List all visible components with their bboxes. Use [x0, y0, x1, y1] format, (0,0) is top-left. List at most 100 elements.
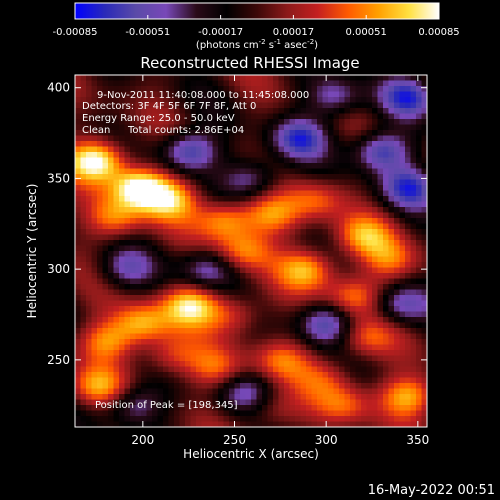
- heatmap-cell: [377, 141, 384, 147]
- heatmap-cell: [350, 130, 356, 136]
- heatmap-cell: [416, 366, 422, 373]
- heatmap-cell: [262, 86, 268, 92]
- heatmap-cell: [333, 113, 340, 120]
- heatmap-cell: [212, 80, 219, 87]
- heatmap-cell: [377, 91, 384, 98]
- heatmap-cell: [306, 295, 312, 301]
- heatmap-cell: [86, 328, 92, 334]
- heatmap-cell: [399, 245, 406, 252]
- heatmap-cell: [388, 80, 395, 87]
- heatmap-cell: [190, 328, 197, 334]
- heatmap-cell: [240, 388, 246, 395]
- heatmap-cell: [91, 284, 98, 290]
- heatmap-cell: [339, 80, 345, 87]
- heatmap-cell: [289, 223, 296, 230]
- heatmap-cell: [185, 366, 191, 373]
- heatmap-cell: [130, 245, 136, 252]
- heatmap-cell: [201, 146, 208, 153]
- heatmap-cell: [333, 245, 340, 252]
- heatmap-cell: [289, 229, 296, 235]
- heatmap-cell: [234, 80, 241, 87]
- heatmap-cell: [273, 234, 279, 241]
- heatmap-cell: [311, 278, 318, 285]
- heatmap-cell: [102, 350, 109, 356]
- heatmap-cell: [75, 421, 81, 428]
- heatmap-cell: [97, 185, 103, 191]
- heatmap-cell: [190, 262, 197, 268]
- heatmap-cell: [113, 256, 120, 263]
- heatmap-cell: [130, 267, 136, 274]
- heatmap-cell: [141, 317, 147, 323]
- heatmap-cell: [311, 146, 318, 153]
- heatmap-cell: [119, 350, 125, 356]
- heatmap-cell: [295, 223, 301, 230]
- heatmap-cell: [97, 344, 103, 351]
- heatmap-cell: [240, 372, 246, 378]
- heatmap-cell: [410, 421, 417, 428]
- heatmap-cell: [75, 300, 81, 307]
- heatmap-cell: [344, 113, 351, 120]
- heatmap-cell: [328, 306, 334, 312]
- heatmap-cell: [201, 311, 208, 318]
- heatmap-cell: [152, 240, 158, 246]
- heatmap-cell: [245, 333, 252, 340]
- heatmap-cell: [344, 218, 351, 224]
- heatmap-cell: [339, 86, 345, 92]
- heatmap-cell: [157, 229, 164, 235]
- heatmap-cell: [135, 355, 142, 362]
- heatmap-cell: [383, 234, 389, 241]
- heatmap-cell: [130, 295, 136, 301]
- heatmap-cell: [410, 372, 417, 378]
- heatmap-cell: [289, 124, 296, 131]
- heatmap-cell: [306, 196, 312, 202]
- heatmap-cell: [124, 75, 131, 81]
- heatmap-cell: [168, 245, 175, 252]
- heatmap-cell: [163, 190, 169, 197]
- heatmap-cell: [163, 278, 169, 285]
- heatmap-cell: [256, 234, 263, 241]
- heatmap-cell: [262, 350, 268, 356]
- heatmap-cell: [405, 168, 411, 175]
- heatmap-cell: [416, 218, 422, 224]
- heatmap-cell: [130, 80, 136, 87]
- heatmap-cell: [174, 179, 180, 186]
- heatmap-cell: [86, 174, 92, 180]
- heatmap-cell: [416, 317, 422, 323]
- heatmap-cell: [152, 190, 158, 197]
- heatmap-cell: [218, 80, 224, 87]
- heatmap-cell: [113, 86, 120, 92]
- heatmap-cell: [168, 91, 175, 98]
- heatmap-cell: [168, 113, 175, 120]
- heatmap-cell: [278, 86, 285, 92]
- heatmap-cell: [108, 245, 114, 252]
- heatmap-cell: [185, 333, 191, 340]
- heatmap-cell: [157, 75, 164, 81]
- heatmap-cell: [124, 388, 131, 395]
- heatmap-cell: [245, 245, 252, 252]
- heatmap-cell: [91, 333, 98, 340]
- heatmap-cell: [141, 119, 147, 125]
- heatmap-cell: [141, 416, 147, 422]
- heatmap-cell: [355, 196, 362, 202]
- heatmap-cell: [240, 317, 246, 323]
- heatmap-cell: [284, 119, 290, 125]
- heatmap-cell: [108, 229, 114, 235]
- heatmap-cell: [152, 124, 158, 131]
- heatmap-cell: [124, 218, 131, 224]
- heatmap-cell: [366, 223, 373, 230]
- heatmap-cell: [124, 157, 131, 164]
- heatmap-cell: [102, 146, 109, 153]
- heatmap-cell: [311, 350, 318, 356]
- heatmap-cell: [212, 350, 219, 356]
- heatmap-cell: [146, 267, 153, 274]
- heatmap-cell: [229, 388, 235, 395]
- heatmap-cell: [185, 306, 191, 312]
- heatmap-cell: [102, 190, 109, 197]
- heatmap-cell: [300, 157, 307, 164]
- heatmap-cell: [383, 97, 389, 103]
- heatmap-cell: [234, 410, 241, 417]
- heatmap-cell: [295, 416, 301, 422]
- heatmap-cell: [135, 328, 142, 334]
- heatmap-cell: [410, 399, 417, 406]
- heatmap-cell: [405, 130, 411, 136]
